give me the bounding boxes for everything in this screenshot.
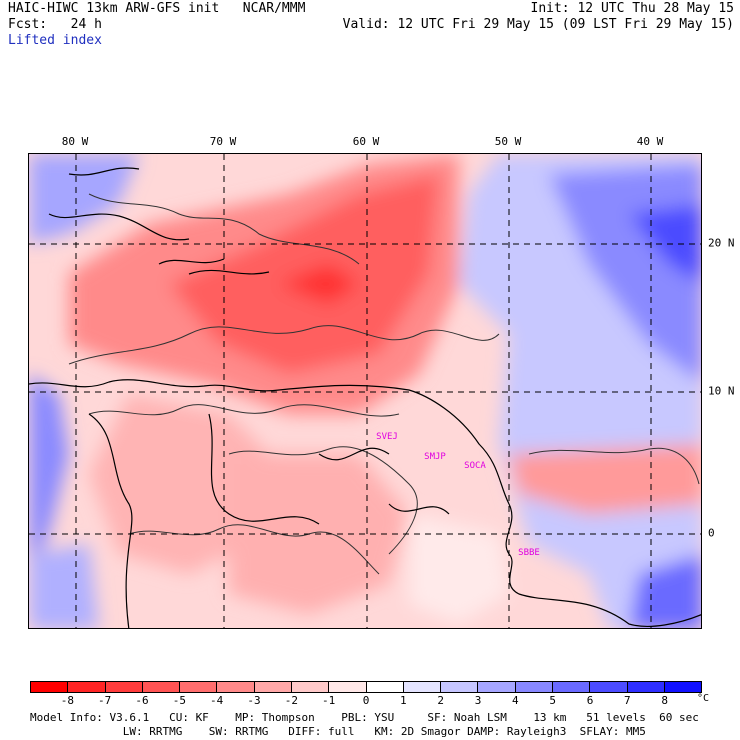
- field-label: Lifted index: [8, 33, 102, 48]
- colorbar-segment: [627, 682, 665, 692]
- colorbar-segment: [31, 682, 69, 692]
- lon-label-80w: 80 W: [61, 135, 89, 148]
- colorbar-tick-label: 2: [437, 694, 444, 707]
- colorbar-tick-label: 3: [474, 694, 482, 707]
- colorbar-tick-label: 7: [624, 694, 631, 707]
- colorbar-segment: [142, 682, 181, 692]
- colorbar-segment: [664, 682, 702, 692]
- colorbar-tick-label: 6: [586, 694, 594, 707]
- colorbar-segment: [180, 682, 218, 692]
- map-field: [29, 154, 701, 628]
- colorbar-segment: [291, 682, 330, 692]
- model-info-line2: LW: RRTMG SW: RRTMG DIFF: full KM: 2D Sm…: [30, 725, 646, 738]
- colorbar-tick-label: 8: [661, 694, 668, 707]
- colorbar-segment: [441, 682, 479, 692]
- colorbar-segment: [68, 682, 106, 692]
- colorbar-segment: [590, 682, 628, 692]
- colorbar-tick-label: -5: [172, 694, 186, 707]
- station-svej: SVEJ: [376, 432, 398, 442]
- colorbar-tick-label: -4: [210, 694, 224, 707]
- colorbar-tick-label: -7: [98, 694, 112, 707]
- colorbar-tick-label: -8: [60, 694, 74, 707]
- model-info-line1: Model Info: V3.6.1 CU: KF MP: Thompson P…: [30, 711, 699, 724]
- forecast-hour: Fcst: 24 h: [8, 17, 102, 32]
- colorbar-segment: [478, 682, 516, 692]
- colorbar-tick-label: 5: [549, 694, 556, 707]
- colorbar-tick-label: 4: [512, 694, 519, 707]
- plot-title: HAIC-HIWC 13km ARW-GFS init NCAR/MMM: [8, 1, 306, 16]
- colorbar-tick-label: -6: [135, 694, 149, 707]
- colorbar-segment: [217, 682, 255, 692]
- colorbar-segment: [552, 682, 591, 692]
- colorbar-tick-label: 0: [362, 694, 370, 707]
- lon-label-40w: 40 W: [636, 135, 664, 148]
- colorbar-segment: [403, 682, 442, 692]
- lon-label-70w: 70 W: [209, 135, 237, 148]
- lon-label-60w: 60 W: [352, 135, 380, 148]
- colorbar-segment: [515, 682, 553, 692]
- lat-label-20n: 20 N: [708, 236, 735, 250]
- colorbar-tick-label: -2: [284, 694, 298, 707]
- station-soca: SOCA: [464, 461, 486, 471]
- valid-time: Valid: 12 UTC Fri 29 May 15 (09 LST Fri …: [342, 17, 734, 32]
- colorbar-segment: [329, 682, 367, 692]
- station-sbbe: SBBE: [518, 548, 540, 558]
- lifted-index-map: SVEJ SMJP SOCA SBBE: [28, 153, 702, 629]
- lat-label-10n: 10 N: [708, 384, 735, 398]
- colorbar-unit: °C: [697, 693, 710, 704]
- lon-label-50w: 50 W: [494, 135, 522, 148]
- colorbar-segment: [105, 682, 143, 692]
- init-time: Init: 12 UTC Thu 28 May 15: [530, 1, 735, 16]
- colorbar-tick-label: -3: [247, 694, 261, 707]
- colorbar-segment: [254, 682, 292, 692]
- station-smjp: SMJP: [424, 452, 446, 462]
- colorbar-segment: [366, 682, 404, 692]
- colorbar: [30, 681, 702, 693]
- lat-label-equator: 0: [708, 526, 715, 540]
- colorbar-tick-label: 1: [400, 694, 407, 707]
- colorbar-tick-label: -1: [322, 694, 336, 707]
